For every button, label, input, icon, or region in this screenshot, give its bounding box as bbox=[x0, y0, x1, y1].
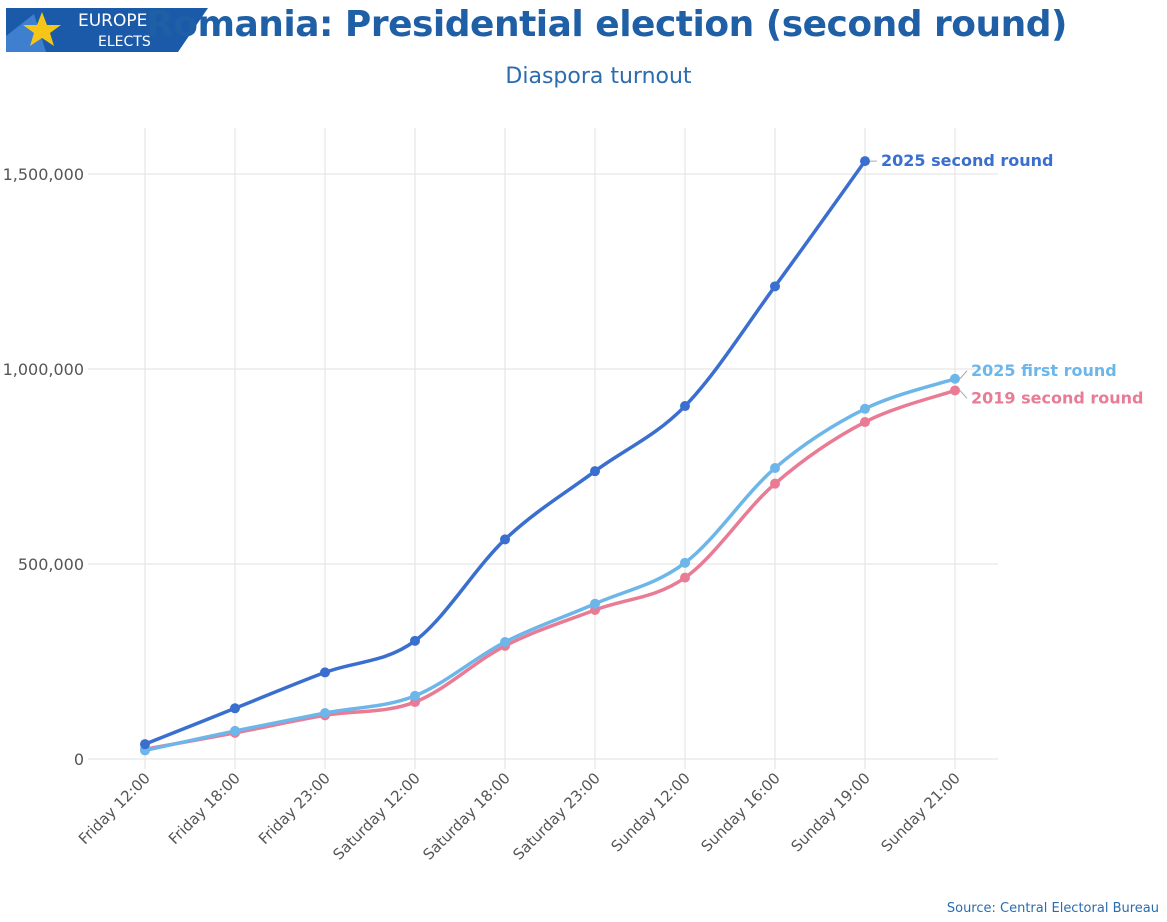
chart-title: Romania: Presidential election (second r… bbox=[145, 4, 1068, 45]
data-point bbox=[680, 572, 690, 583]
series-line bbox=[143, 159, 867, 746]
x-tick-label: Sunday 12:00 bbox=[607, 769, 693, 855]
y-tick-label: 500,000 bbox=[18, 555, 84, 574]
series-label: 2019 second round bbox=[971, 388, 1143, 407]
data-point bbox=[320, 667, 330, 678]
x-tick-label: Sunday 16:00 bbox=[697, 769, 783, 855]
series-line bbox=[143, 377, 957, 753]
x-tick-label: Friday 23:00 bbox=[255, 769, 334, 848]
series-label: 2025 second round bbox=[881, 151, 1053, 170]
y-tick-label: 1,000,000 bbox=[3, 360, 84, 379]
data-point bbox=[860, 156, 870, 167]
source-note: Source: Central Electoral Bureau bbox=[946, 901, 1159, 916]
data-point bbox=[410, 690, 420, 701]
data-point bbox=[140, 739, 150, 750]
data-point bbox=[590, 598, 600, 609]
label-connector bbox=[959, 390, 968, 399]
data-point bbox=[770, 478, 780, 489]
data-point bbox=[410, 635, 420, 646]
x-tick-label: Friday 18:00 bbox=[165, 769, 244, 848]
data-point bbox=[950, 385, 960, 396]
data-point bbox=[230, 703, 240, 714]
logo-banner bbox=[6, 8, 208, 52]
data-point bbox=[770, 463, 780, 474]
x-tick-label: Friday 12:00 bbox=[75, 769, 154, 848]
x-tick-label: Saturday 18:00 bbox=[419, 769, 513, 863]
x-tick-label: Saturday 23:00 bbox=[509, 769, 603, 863]
data-point bbox=[680, 401, 690, 412]
logo-shape bbox=[6, 14, 46, 52]
y-tick-label: 0 bbox=[74, 750, 84, 769]
star-icon bbox=[23, 12, 61, 46]
data-point bbox=[500, 637, 510, 647]
label-connector bbox=[959, 370, 968, 380]
data-point bbox=[770, 281, 780, 292]
data-point bbox=[860, 417, 870, 428]
series-label: 2025 first round bbox=[971, 361, 1117, 380]
data-point bbox=[320, 707, 330, 718]
logo-line-2: ELECTS bbox=[98, 34, 151, 50]
x-tick-label: Sunday 21:00 bbox=[877, 769, 963, 855]
y-tick-label: 1,500,000 bbox=[3, 165, 84, 184]
europe-elects-logo: EUROPE ELECTS bbox=[6, 8, 208, 52]
x-tick-label: Saturday 12:00 bbox=[329, 769, 423, 863]
data-point bbox=[500, 534, 510, 545]
data-point bbox=[230, 725, 240, 736]
logo-line-1: EUROPE bbox=[78, 11, 147, 31]
data-point bbox=[680, 557, 690, 568]
series-line bbox=[143, 388, 957, 751]
chart-subtitle: Diaspora turnout bbox=[505, 64, 692, 89]
data-point bbox=[590, 466, 600, 477]
x-tick-label: Sunday 19:00 bbox=[787, 769, 873, 855]
data-point bbox=[860, 403, 870, 414]
data-point bbox=[950, 373, 960, 384]
